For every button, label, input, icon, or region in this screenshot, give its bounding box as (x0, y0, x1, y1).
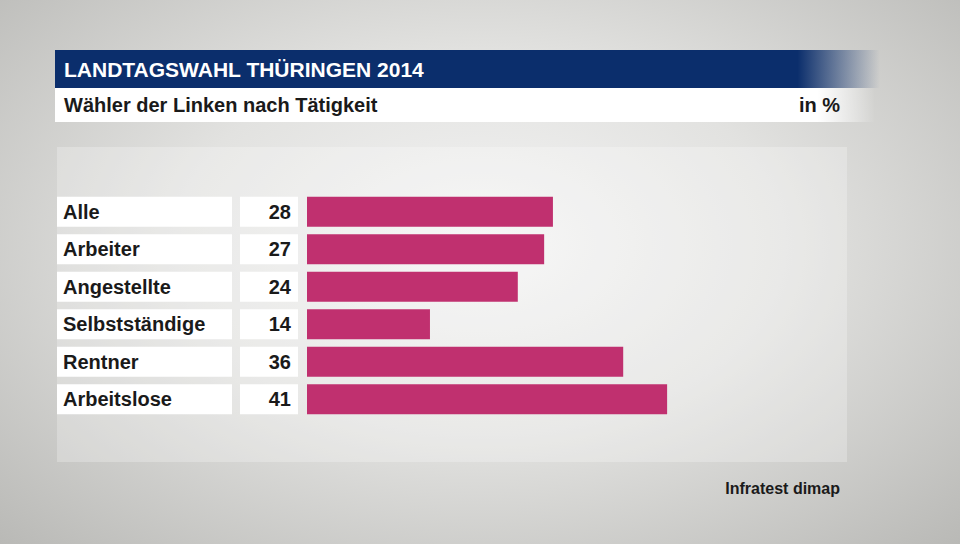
svg-text:LANDTAGSWAHL THÜRINGEN 2014: LANDTAGSWAHL THÜRINGEN 2014 (64, 58, 424, 81)
svg-text:Alle: Alle (63, 201, 100, 223)
svg-text:Angestellte: Angestellte (63, 276, 171, 298)
svg-text:24: 24 (269, 276, 292, 298)
svg-text:Arbeitslose: Arbeitslose (63, 388, 172, 410)
svg-text:41: 41 (269, 388, 291, 410)
svg-text:Selbstständige: Selbstständige (63, 313, 205, 335)
svg-text:27: 27 (269, 238, 291, 260)
svg-text:Wähler der Linken nach Tätigke: Wähler der Linken nach Tätigkeit (64, 94, 378, 116)
svg-text:14: 14 (269, 313, 292, 335)
svg-text:Infratest dimap: Infratest dimap (725, 480, 840, 497)
svg-text:36: 36 (269, 351, 291, 373)
svg-text:Rentner: Rentner (63, 351, 139, 373)
svg-text:Arbeiter: Arbeiter (63, 238, 140, 260)
svg-text:28: 28 (269, 201, 291, 223)
svg-text:in %: in % (799, 94, 840, 116)
